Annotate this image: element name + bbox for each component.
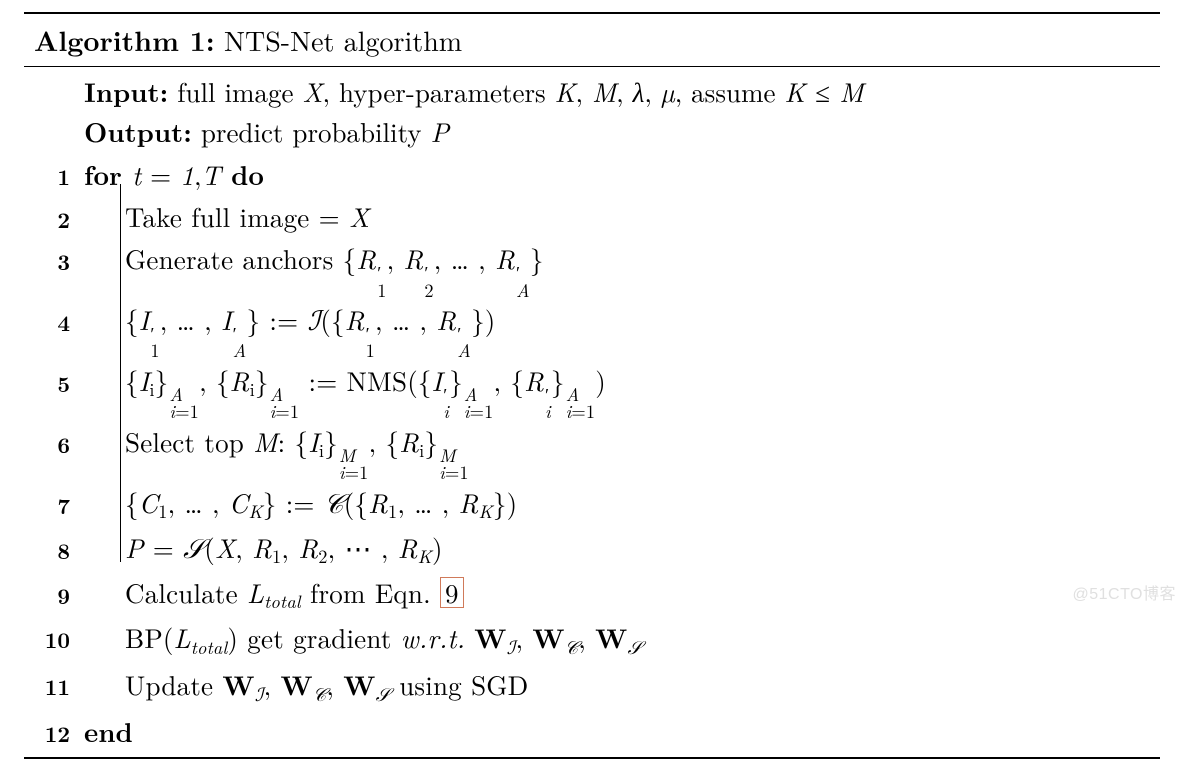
line-9: 9 Calculate Ltotal from Eqn. 9 <box>24 572 1160 617</box>
lineno: 8 <box>24 527 70 568</box>
lineno: 3 <box>24 238 70 279</box>
input-keyword: Input: <box>84 71 168 110</box>
lineno: 4 <box>24 299 70 340</box>
output-keyword: Output: <box>84 111 192 150</box>
loop-vertical-rule <box>120 184 121 562</box>
eqn-ref[interactable]: 9 <box>440 577 464 609</box>
lineno: 5 <box>24 360 70 401</box>
line-1: 1 for t = 1,T do <box>24 153 1160 196</box>
line-6: 6 Select top M: {Ii}Mi=1, {Ri}Mi=1 <box>24 421 1160 482</box>
line-8: 8 P = 𝒮(X, R1, R2, ⋯ , RK) <box>24 527 1160 572</box>
input-line: Input: full image X, hyper-parameters K,… <box>84 71 1160 111</box>
algorithm-body: 1 for t = 1,T do 2 Take full image = X 3… <box>24 153 1160 753</box>
line-10: 10 BP(Ltotal) get gradient w.r.t. Wℐ, W𝒞… <box>24 616 1160 663</box>
line-5: 5 {Ii}Ai=1, {Ri}Ai=1 := NMS({I′i}Ai=1, {… <box>24 360 1160 421</box>
line-12: 12 end <box>24 710 1160 753</box>
line-3: 3 Generate anchors {R′1, R′2, … , R′A} <box>24 238 1160 299</box>
output-line: Output: predict probability P <box>84 111 1160 151</box>
watermark: @51CTO博客 <box>1072 580 1176 604</box>
lineno: 12 <box>24 710 70 751</box>
lineno: 7 <box>24 482 70 523</box>
algorithm-title: Algorithm 1: NTS-Net algorithm <box>24 14 1160 66</box>
algorithm-block: Algorithm 1: NTS-Net algorithm Input: fu… <box>24 12 1160 759</box>
io-block: Input: full image X, hyper-parameters K,… <box>24 67 1160 153</box>
algorithm-name: NTS-Net algorithm <box>224 20 462 60</box>
lineno: 11 <box>24 663 70 704</box>
lineno: 6 <box>24 421 70 462</box>
lineno: 10 <box>24 616 70 657</box>
line-4: 4 {I′1, … , I′A} := ℐ({R′1, … , R′A}) <box>24 299 1160 360</box>
lineno: 2 <box>24 196 70 237</box>
line-11: 11 Update Wℐ, W𝒞, W𝒮 using SGD <box>24 663 1160 710</box>
lineno: 9 <box>24 572 70 613</box>
line-7: 7 {C1, … , CK} := 𝒞({R1, … , RK}) <box>24 482 1160 527</box>
lineno: 1 <box>24 153 70 194</box>
line-2: 2 Take full image = X <box>24 196 1160 238</box>
algorithm-label: Algorithm 1: <box>34 20 215 60</box>
